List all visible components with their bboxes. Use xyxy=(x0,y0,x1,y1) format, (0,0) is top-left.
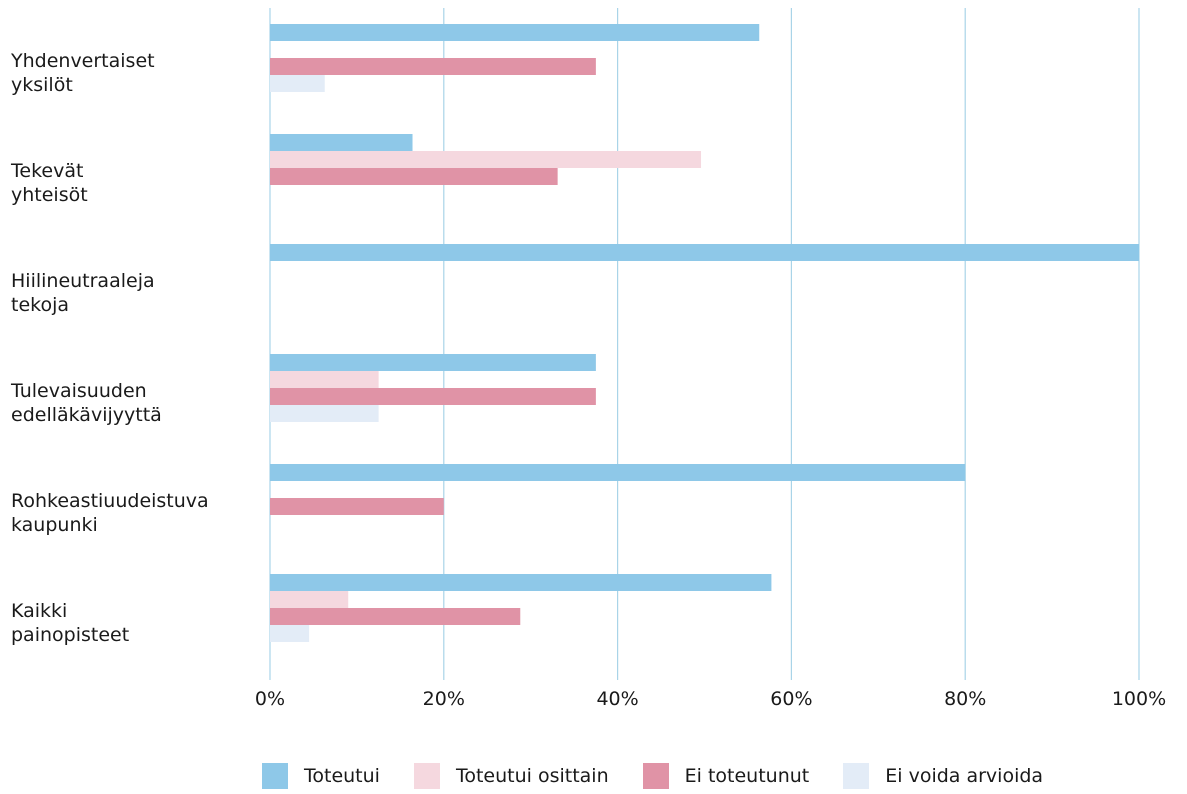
chart: 0% 20% 40% 60% 80% 100% Yhdenvertaiset yksilöt T… xyxy=(10,8,1166,710)
x-tick-label: 0% xyxy=(255,688,285,710)
legend: Toteutui Toteutui osittain Ei toteutunut Ei… xyxy=(262,763,1077,789)
legend-label: Toteutui osittain xyxy=(455,765,609,787)
bar xyxy=(270,75,325,92)
category-label-line: yhteisöt xyxy=(11,184,88,206)
category-label-line: Rohkeastiuudeistuva xyxy=(11,490,209,512)
bar xyxy=(270,151,702,168)
bar xyxy=(270,591,349,608)
category-label-line: Kaikki xyxy=(11,600,67,622)
bar xyxy=(270,354,596,371)
legend-item: Ei toteutunut xyxy=(642,763,810,789)
bar xyxy=(270,134,413,151)
category-label-line: Yhdenvertaiset xyxy=(10,50,155,72)
category-label: Tulevaisuuden edelläkävijyyttä xyxy=(10,380,162,426)
legend-label: Ei toteutunut xyxy=(684,765,810,787)
legend-item: Toteutui xyxy=(262,763,380,789)
bar xyxy=(270,405,379,422)
bar xyxy=(270,574,772,591)
category-label: Rohkeastiuudeistuva kaupunki xyxy=(11,490,209,536)
category-label-line: kaupunki xyxy=(11,514,98,536)
bar xyxy=(270,168,558,185)
category-label-line: yksilöt xyxy=(11,74,73,96)
x-tick-label: 80% xyxy=(944,688,986,710)
bar xyxy=(270,244,1139,261)
bar xyxy=(270,388,596,405)
bar xyxy=(270,608,521,625)
legend-swatch xyxy=(262,763,288,789)
category-label: Hiilineutraaleja tekoja xyxy=(11,270,155,316)
category-label-line: edelläkävijyyttä xyxy=(11,404,162,426)
bar xyxy=(270,58,596,75)
category-label-line: Hiilineutraaleja xyxy=(11,270,155,292)
bar xyxy=(270,371,379,388)
bar xyxy=(270,24,760,41)
legend-swatch xyxy=(642,763,669,789)
category-label-line: Tekevät xyxy=(10,160,83,182)
legend-swatch xyxy=(413,763,440,789)
legend-label: Toteutui xyxy=(304,765,380,787)
x-tick-label: 20% xyxy=(423,688,465,710)
category-label-line: Tulevaisuuden xyxy=(10,380,147,402)
category-label-line: painopisteet xyxy=(11,624,129,646)
category-label: Yhdenvertaiset yksilöt xyxy=(10,50,155,96)
x-tick-label: 60% xyxy=(770,688,812,710)
legend-label: Ei voida arvioida xyxy=(885,765,1044,787)
legend-swatch xyxy=(843,763,870,789)
legend-item: Toteutui osittain xyxy=(413,763,609,789)
category-label: Kaikki painopisteet xyxy=(11,600,129,646)
legend-item: Ei voida arvioida xyxy=(843,763,1043,789)
x-tick-label: 40% xyxy=(596,688,638,710)
category-label-line: tekoja xyxy=(11,294,69,316)
category-label: Tekevät yhteisöt xyxy=(10,160,88,206)
x-tick-label: 100% xyxy=(1112,688,1166,710)
bar xyxy=(270,625,310,642)
bar xyxy=(270,464,966,481)
bar xyxy=(270,498,444,515)
